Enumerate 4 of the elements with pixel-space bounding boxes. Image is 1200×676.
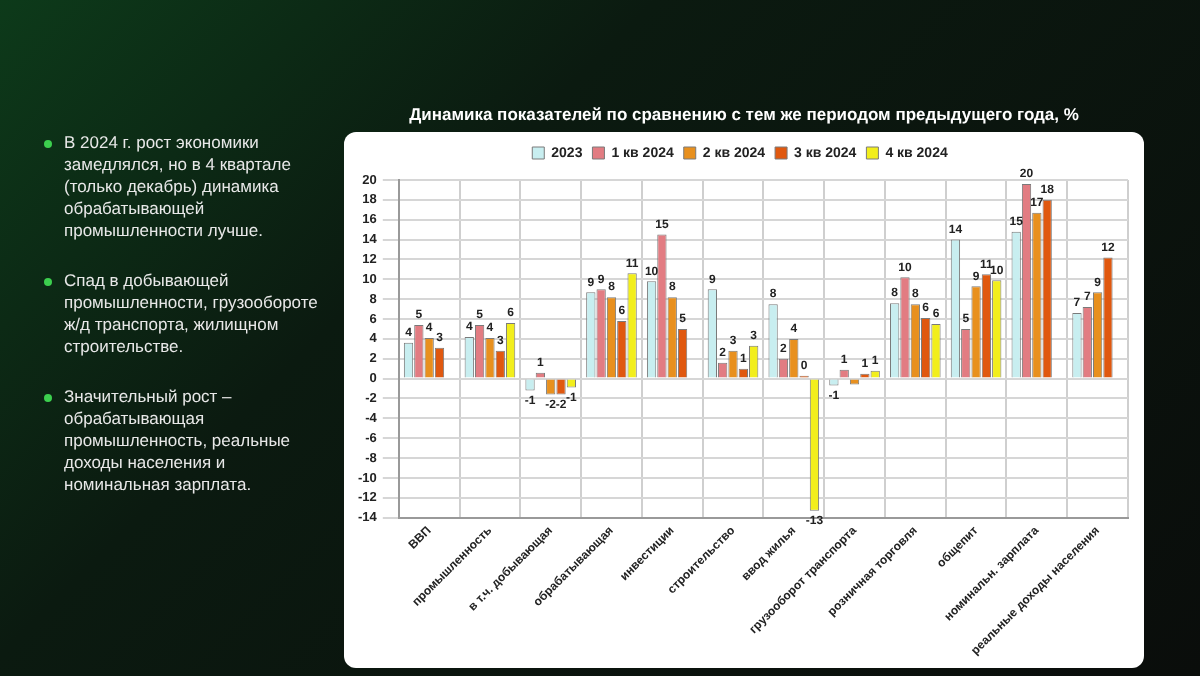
- text: Спад в добывающей промышленности, грузообороте ж/д транспорта, жилищном строительстве.: [44, 270, 324, 358]
- text: Значительный рост – обрабатывающая промышленность, реальные доходы населения и номинальная зарплата.: [44, 386, 324, 496]
- chart-title: Динамика показателей по сравнению с тем же периодом предыдущего года, %: [407, 104, 1081, 124]
- text: В 2024 г. рост экономики замедлялся, но в 4 квартале (только декабрь) динамика обрабатывающей промышленности лучше.: [44, 132, 324, 242]
